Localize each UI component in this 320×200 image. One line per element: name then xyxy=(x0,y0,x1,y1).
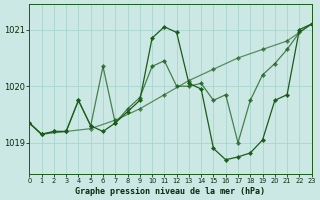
X-axis label: Graphe pression niveau de la mer (hPa): Graphe pression niveau de la mer (hPa) xyxy=(76,187,266,196)
